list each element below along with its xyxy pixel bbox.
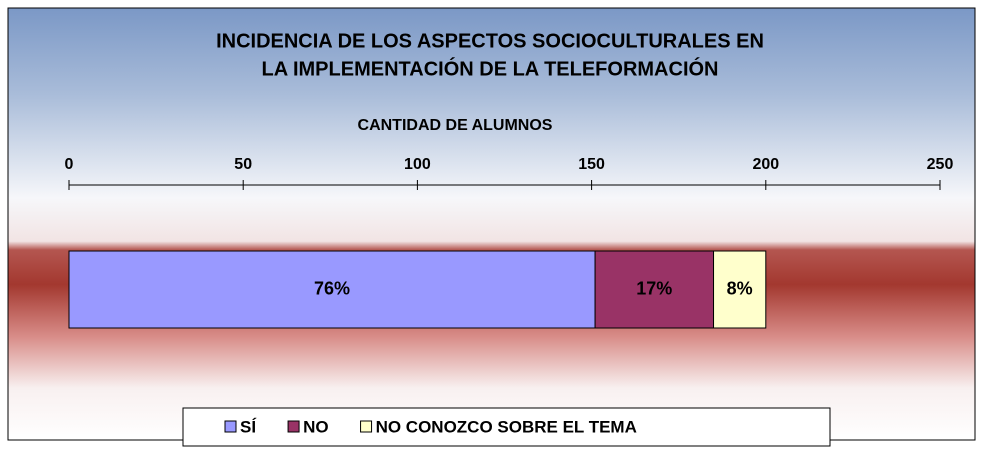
bar-segment <box>594 250 715 329</box>
legend-swatch <box>287 420 300 433</box>
x-tick-label: 200 <box>752 156 779 173</box>
legend-label: SÍ <box>240 417 257 436</box>
legend-swatch <box>224 420 237 433</box>
x-tick-label: 150 <box>578 156 605 173</box>
axis-title: CANTIDAD DE ALUMNOS <box>358 117 553 134</box>
chart-title: INCIDENCIA DE LOS ASPECTOS SOCIOCULTURAL… <box>216 30 764 52</box>
data-label: 76% <box>314 278 350 298</box>
x-tick-label: 50 <box>234 156 252 173</box>
bar-segment <box>713 250 767 329</box>
legend-label: NO <box>303 417 329 436</box>
chart-title: LA IMPLEMENTACIÓN DE LA TELEFORMACIÓN <box>261 56 718 80</box>
x-tick-label: 100 <box>404 156 431 173</box>
data-label: 17% <box>636 278 672 298</box>
legend-swatch <box>360 420 373 433</box>
x-tick-label: 0 <box>65 156 74 173</box>
data-label: 8% <box>727 278 753 298</box>
x-tick-label: 250 <box>927 156 954 173</box>
plot-background <box>7 7 976 441</box>
bar-segment <box>68 250 596 329</box>
legend-label: NO CONOZCO SOBRE EL TEMA <box>376 417 637 436</box>
